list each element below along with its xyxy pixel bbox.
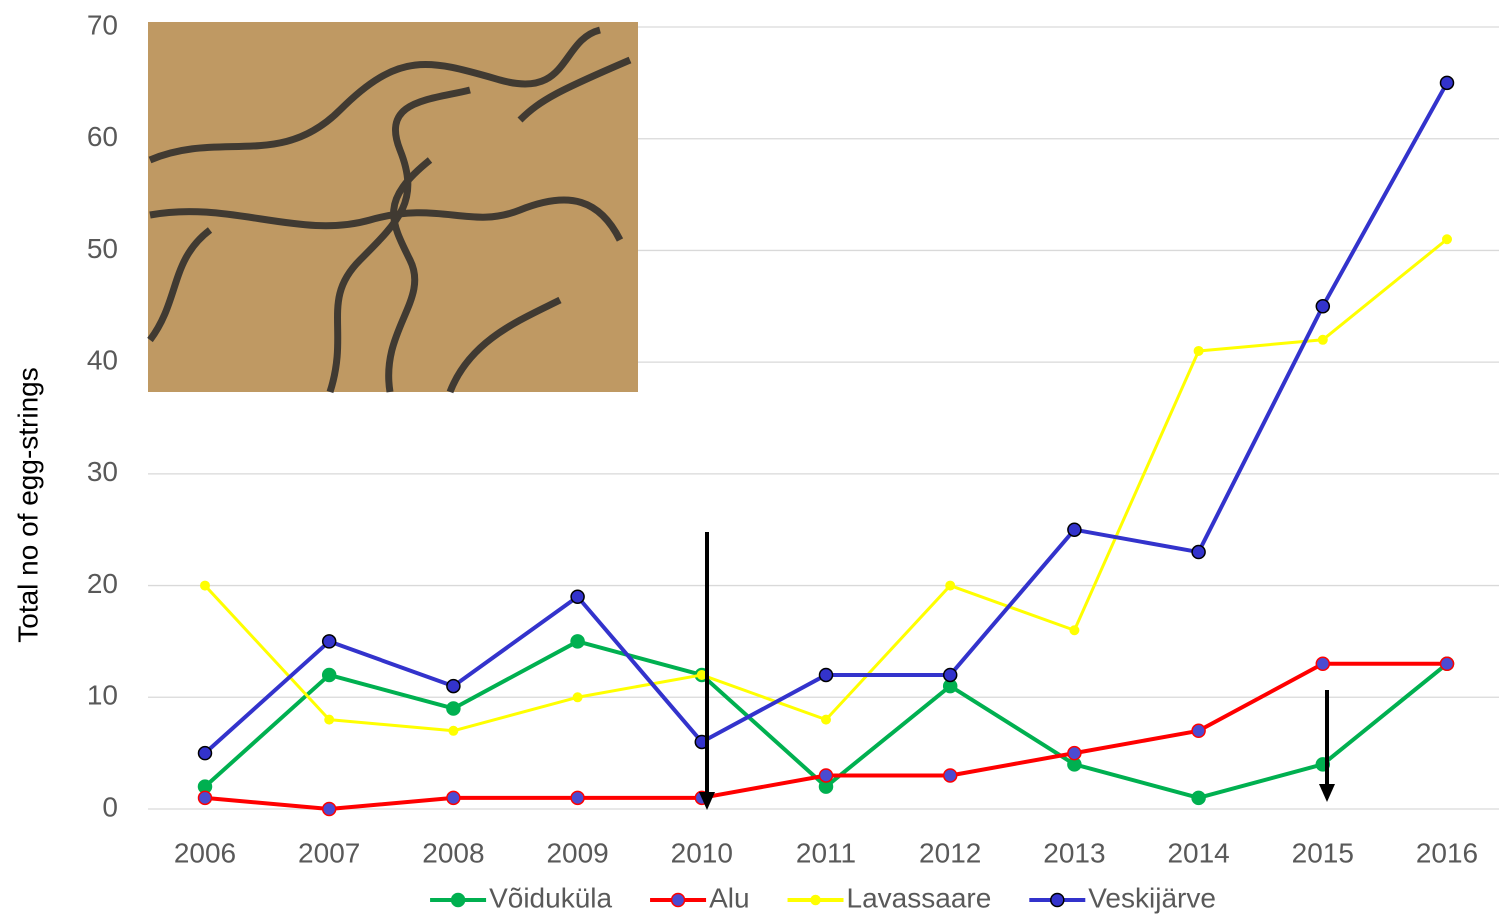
- data-point: [571, 791, 584, 804]
- x-tick-label: 2010: [671, 837, 733, 868]
- legend-label: Alu: [709, 882, 749, 913]
- x-tick-label: 2014: [1167, 837, 1229, 868]
- data-point: [820, 668, 833, 681]
- data-point: [447, 791, 460, 804]
- data-point: [1441, 76, 1454, 89]
- x-tick-label: 2015: [1292, 837, 1354, 868]
- x-tick-label: 2009: [546, 837, 608, 868]
- data-point: [944, 769, 957, 782]
- data-point: [1194, 346, 1203, 355]
- data-point: [1192, 546, 1205, 559]
- data-point: [697, 670, 706, 679]
- y-axis-label: Total no of egg-strings: [12, 367, 43, 643]
- legend-item: Lavassaare: [788, 882, 992, 913]
- y-tick-label: 40: [87, 345, 118, 376]
- legend-marker: [811, 896, 820, 905]
- y-tick-label: 30: [87, 456, 118, 487]
- y-tick-label: 70: [87, 9, 118, 40]
- x-tick-label: 2012: [919, 837, 981, 868]
- legend-marker: [672, 894, 685, 907]
- data-point: [1316, 657, 1329, 670]
- data-point: [1441, 657, 1454, 670]
- x-tick-label: 2016: [1416, 837, 1478, 868]
- data-point: [1068, 747, 1081, 760]
- arrows: [699, 532, 1335, 810]
- legend-label: Võiduküla: [489, 882, 612, 913]
- data-point: [1316, 300, 1329, 313]
- data-point: [449, 726, 458, 735]
- data-point: [325, 715, 334, 724]
- data-point: [1443, 235, 1452, 244]
- data-point: [944, 668, 957, 681]
- data-point: [820, 769, 833, 782]
- legend: Võiduküla Alu Lavassaare Veskijärve: [430, 882, 1216, 913]
- chart: 0 10 20 30 40 50 60 70 2006 2007 2008 2009 2010 2011 2…: [0, 0, 1499, 921]
- data-point: [1192, 724, 1205, 737]
- legend-item: Võiduküla: [430, 882, 612, 913]
- legend-item: Veskijärve: [1029, 882, 1216, 913]
- data-point: [946, 581, 955, 590]
- legend-marker: [1051, 894, 1064, 907]
- data-point: [323, 635, 336, 648]
- data-point: [199, 747, 212, 760]
- x-tick-label: 2007: [298, 837, 360, 868]
- x-tick-label: 2011: [796, 837, 856, 868]
- legend-item: Alu: [650, 882, 749, 913]
- y-tick-label: 10: [87, 680, 118, 711]
- y-tick-label: 0: [102, 791, 118, 822]
- x-tick-label: 2008: [422, 837, 484, 868]
- data-point: [323, 668, 336, 681]
- legend-label: Lavassaare: [847, 882, 992, 913]
- x-tick-label: 2013: [1043, 837, 1105, 868]
- x-tick-label: 2006: [174, 837, 236, 868]
- data-point: [201, 581, 210, 590]
- legend-label: Veskijärve: [1088, 882, 1216, 913]
- y-tick-label: 60: [87, 121, 118, 152]
- data-point: [447, 680, 460, 693]
- y-tick-label: 20: [87, 568, 118, 599]
- data-point: [1318, 335, 1327, 344]
- data-point: [1070, 626, 1079, 635]
- data-point: [1068, 523, 1081, 536]
- data-point: [573, 693, 582, 702]
- legend-marker: [452, 894, 465, 907]
- data-point: [199, 791, 212, 804]
- y-tick-label: 50: [87, 233, 118, 264]
- data-point: [822, 715, 831, 724]
- data-point: [1192, 791, 1205, 804]
- data-point: [571, 590, 584, 603]
- inset-photo: [148, 22, 638, 392]
- data-point: [571, 635, 584, 648]
- data-point: [447, 702, 460, 715]
- data-point: [323, 803, 336, 816]
